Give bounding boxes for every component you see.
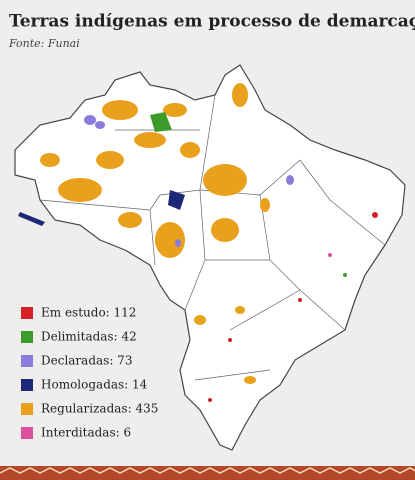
territories-other <box>18 112 378 402</box>
title: Terras indígenas em processo de demarcaç… <box>9 12 415 32</box>
legend-swatch <box>21 403 33 415</box>
territories <box>40 83 270 384</box>
brazil-outline <box>14 64 406 451</box>
legend-label: Homologadas: 14 <box>41 378 148 392</box>
legend-label: Interditadas: 6 <box>41 426 131 440</box>
legend-swatch <box>21 379 33 391</box>
legend: Em estudo: 112 Delimitadas: 42 Declaradas:… <box>21 306 158 440</box>
legend-swatch <box>21 307 33 319</box>
legend-label: Regularizadas: 435 <box>41 402 158 416</box>
source: Fonte: Funai <box>8 37 80 50</box>
legend-label: Em estudo: 112 <box>41 306 136 320</box>
legend-swatch <box>21 427 33 439</box>
legend-swatch <box>21 331 33 343</box>
footer-pattern <box>0 467 415 474</box>
legend-swatch <box>21 355 33 367</box>
legend-label: Declaradas: 73 <box>41 354 132 368</box>
footer-band <box>0 466 415 480</box>
state-borders <box>39 94 386 381</box>
legend-label: Delimitadas: 42 <box>41 330 137 344</box>
